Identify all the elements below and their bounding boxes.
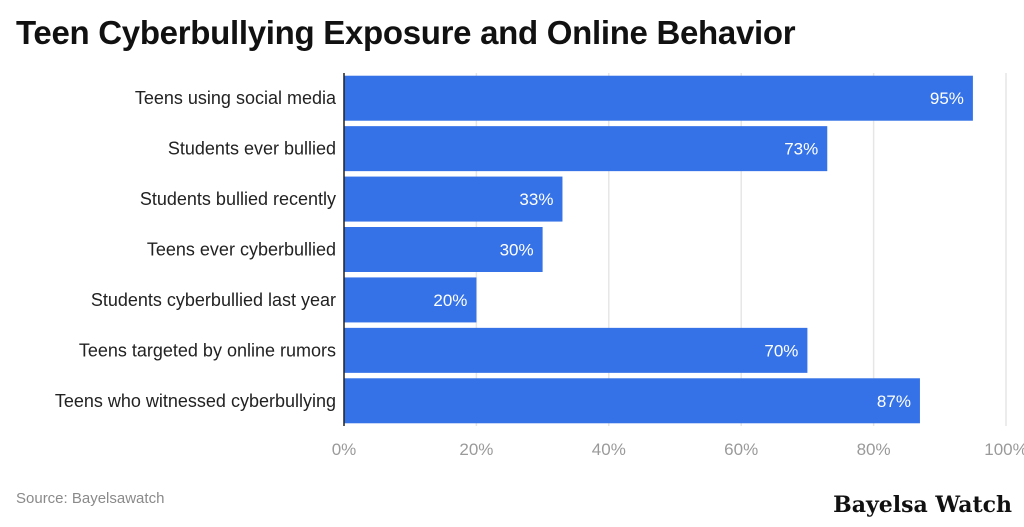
bar-value-label: 20% [433, 291, 467, 310]
x-tick-label: 40% [592, 440, 626, 459]
category-label: Teens using social media [135, 88, 337, 108]
bar [344, 75, 973, 121]
x-tick-label: 20% [459, 440, 493, 459]
brand-logo: Bayelsa Watch [833, 492, 1012, 518]
category-label: Teens targeted by online rumors [79, 340, 336, 360]
source-note: Source: Bayelsawatch [16, 490, 165, 507]
category-label: Teens ever cyberbullied [147, 240, 336, 260]
chart-title: Teen Cyberbullying Exposure and Online B… [16, 14, 796, 51]
bar-value-label: 70% [764, 341, 798, 360]
bar-value-label: 87% [877, 392, 911, 411]
bar [344, 227, 543, 272]
bar [344, 176, 563, 222]
category-label: Teens who witnessed cyberbullying [55, 391, 336, 411]
bar-value-label: 95% [930, 89, 964, 108]
category-label: Students cyberbullied last year [91, 290, 336, 310]
bar [344, 126, 828, 172]
bar [344, 277, 477, 323]
x-tick-label: 80% [857, 440, 891, 459]
bar [344, 327, 808, 373]
bar-value-label: 30% [500, 241, 534, 260]
category-label: Students bullied recently [140, 189, 336, 209]
category-label: Students ever bullied [168, 139, 336, 159]
bar-value-label: 33% [519, 190, 553, 209]
bar-value-label: 73% [784, 140, 818, 159]
x-tick-label: 100% [984, 440, 1024, 459]
x-tick-label: 0% [332, 440, 357, 459]
bar [344, 378, 920, 424]
x-tick-label: 60% [724, 440, 758, 459]
